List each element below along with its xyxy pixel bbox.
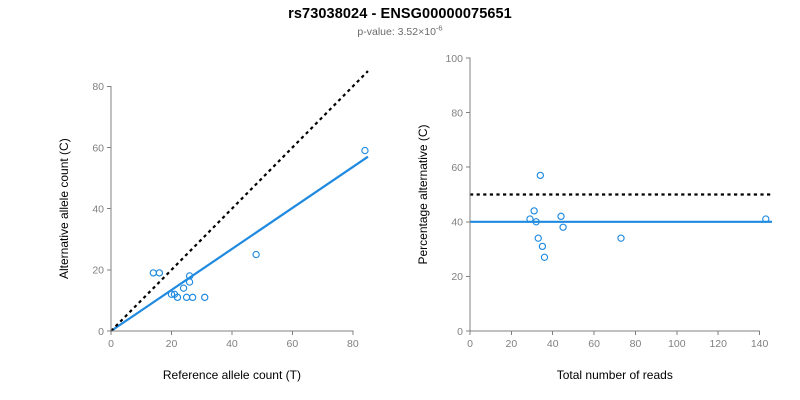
x-tick-label: 40 bbox=[226, 338, 238, 350]
x-tick-label: 60 bbox=[287, 338, 299, 350]
y-tick-label: 40 bbox=[451, 217, 463, 229]
right-plot-axes: 0 20 40 60 80 100 120 140 0 20 40 60 80 100 Total numb… bbox=[416, 53, 769, 382]
x-axis-title: Total number of reads bbox=[557, 368, 673, 382]
y-tick-label: 80 bbox=[92, 81, 104, 93]
right-plot-points bbox=[526, 171, 770, 261]
y-tick-label: 40 bbox=[92, 203, 104, 215]
p-value-subtitle: p-value: 3.52×10-6 bbox=[0, 23, 800, 38]
left-plot-lines bbox=[110, 70, 369, 332]
y-tick-label: 100 bbox=[445, 53, 463, 65]
left-plot-points bbox=[149, 146, 369, 302]
x-tick-label: 120 bbox=[709, 338, 727, 350]
x-tick-label: 140 bbox=[751, 338, 769, 350]
left-plot-axes: 0 20 40 60 80 0 20 40 60 80 Reference allele count… bbox=[57, 81, 359, 382]
x-tick-label: 80 bbox=[630, 338, 642, 350]
right-plot-svg: 0 20 40 60 80 100 120 140 0 20 40 60 80 100 Total numb… bbox=[416, 53, 772, 382]
x-tick-label: 20 bbox=[506, 338, 518, 350]
x-tick-label: 40 bbox=[547, 338, 559, 350]
y-axis-title: Alternative allele count (C) bbox=[57, 138, 71, 279]
y-tick-label: 60 bbox=[92, 142, 104, 154]
scatter-panel-left: 0 20 40 60 80 0 20 40 60 80 Reference allele count… bbox=[57, 70, 369, 382]
x-tick-label: 20 bbox=[166, 338, 178, 350]
y-tick-label: 80 bbox=[451, 107, 463, 119]
y-tick-label: 0 bbox=[98, 326, 104, 338]
page-title: rs73038024 - ENSG00000075651 bbox=[288, 6, 512, 22]
y-axis-title: Percentage alternative (C) bbox=[416, 124, 430, 264]
x-tick-label: 100 bbox=[668, 338, 686, 350]
x-tick-label: 60 bbox=[588, 338, 600, 350]
scatter-panel-right: 0 20 40 60 80 100 120 140 0 20 40 60 80 100 Total numb… bbox=[400, 0, 800, 400]
left-plot-svg: 0 20 40 60 80 0 20 40 60 80 Reference allele count… bbox=[57, 70, 369, 382]
y-tick-label: 0 bbox=[457, 326, 463, 338]
y-tick-label: 20 bbox=[92, 265, 104, 277]
x-tick-label: 0 bbox=[108, 338, 114, 350]
y-tick-label: 60 bbox=[451, 162, 463, 174]
x-tick-label: 0 bbox=[467, 338, 473, 350]
y-tick-label: 20 bbox=[451, 271, 463, 283]
x-tick-label: 80 bbox=[347, 338, 359, 350]
p-value-exponent: -6 bbox=[435, 23, 443, 33]
p-value-text: p-value: 3.52×10 bbox=[357, 26, 436, 38]
right-plot-lines bbox=[470, 193, 772, 223]
x-axis-title: Reference allele count (T) bbox=[163, 368, 301, 382]
